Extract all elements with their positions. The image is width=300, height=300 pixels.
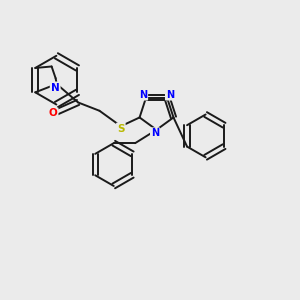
Text: O: O (49, 108, 58, 118)
Text: N: N (166, 90, 174, 100)
Text: N: N (151, 128, 159, 138)
Text: S: S (117, 124, 124, 134)
Text: N: N (51, 82, 60, 93)
Text: N: N (139, 90, 147, 100)
